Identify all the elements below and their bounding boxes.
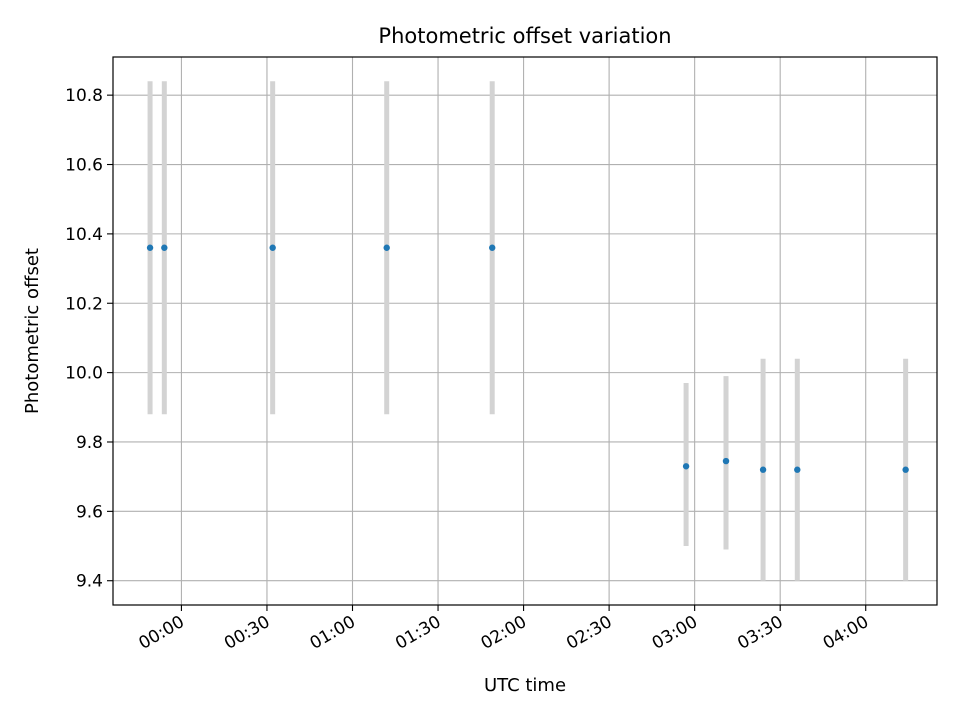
y-tick-label: 9.4 — [76, 572, 103, 592]
x-tick-label: 00:00 — [135, 612, 187, 654]
data-point — [383, 244, 390, 251]
data-point — [759, 466, 767, 473]
data-point — [489, 244, 496, 251]
data-point — [794, 466, 801, 473]
x-tick-label: 02:00 — [478, 612, 530, 654]
x-tick-label: 03:00 — [649, 612, 701, 654]
data-points — [146, 244, 909, 473]
y-tick-label: 10.0 — [65, 364, 103, 384]
x-tick-label: 00:30 — [221, 612, 273, 654]
chart-title: Photometric offset variation — [378, 24, 671, 48]
y-axis: 9.4 9.6 9.8 10.0 10.2 10.4 10.6 10.8 — [65, 86, 113, 592]
data-point — [161, 244, 168, 251]
y-tick-label: 10.4 — [65, 225, 103, 245]
x-axis: 00:00 00:30 01:00 01:30 02:00 02:30 03:00 03:30… — [135, 605, 872, 654]
data-point — [902, 466, 909, 473]
y-tick-label: 10.6 — [65, 156, 103, 176]
y-tick-label: 9.8 — [76, 433, 103, 453]
x-tick-label: 02:30 — [563, 612, 615, 654]
x-tick-label: 03:30 — [734, 612, 786, 654]
plot-frame — [112, 56, 938, 606]
data-point — [682, 463, 690, 470]
y-tick-label: 10.8 — [65, 86, 103, 106]
errorbars — [147, 81, 909, 581]
x-tick-label: 01:30 — [392, 612, 444, 654]
data-point — [269, 244, 276, 251]
x-axis-title: UTC time — [484, 675, 566, 696]
grid — [113, 57, 937, 605]
data-point — [146, 244, 154, 251]
y-tick-label: 9.6 — [76, 502, 103, 522]
data-point — [722, 457, 730, 465]
x-tick-label: 04:00 — [820, 612, 872, 654]
y-axis-title: Photometric offset — [22, 248, 43, 414]
y-tick-label: 10.2 — [65, 294, 103, 314]
x-tick-label: 01:00 — [307, 612, 359, 654]
